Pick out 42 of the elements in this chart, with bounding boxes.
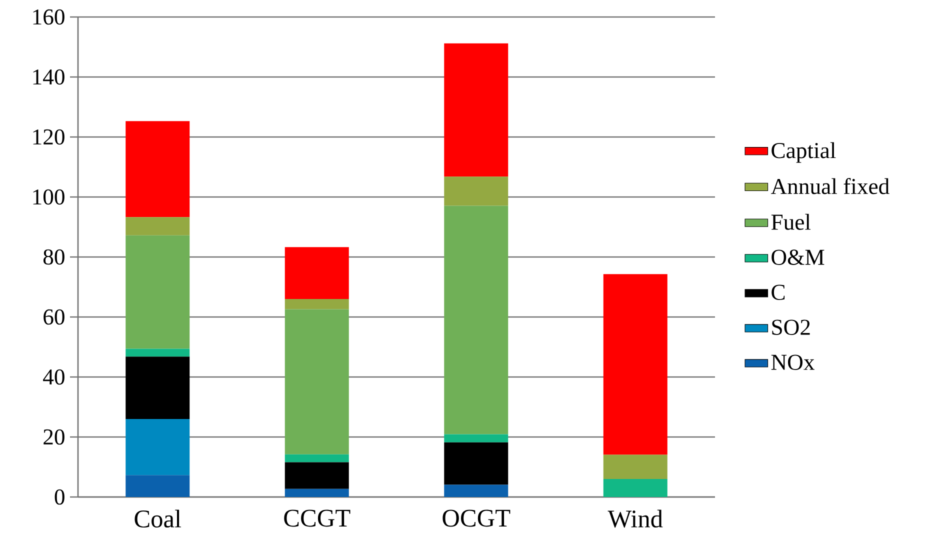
bar [126,419,190,476]
y-tick-label: 60 [44,309,64,325]
x-tick-label: Coal [134,510,182,528]
bar [444,434,508,442]
legend-label: Captial [772,142,836,163]
bar [444,442,508,485]
y-tick-label: 160 [33,9,64,25]
bar [603,479,668,497]
bar [126,235,190,349]
x-tick-label: Wind [608,510,663,528]
legend-label: O&M [772,250,824,265]
bar [126,217,190,236]
bar [126,348,190,357]
bar [444,484,508,497]
x-tick-label: OCGT [442,510,510,527]
y-tick-label: 40 [43,369,64,385]
bar [444,176,508,206]
bar [603,454,668,479]
bar [284,462,349,489]
y-tick-label: 140 [33,69,64,85]
bar [284,247,349,299]
bar [444,43,508,177]
legend-label: NOx [771,354,815,370]
y-tick-label: 120 [33,129,64,145]
legend-label: C [772,284,785,300]
bar [126,356,190,419]
bar [126,475,190,497]
bar [603,274,668,455]
x-tick-label: CCGT [284,510,350,527]
bar [284,488,349,497]
legend-label: Annual fixed [770,178,890,194]
bar [284,454,349,462]
bar [126,121,190,218]
y-tick-label: 80 [43,249,64,265]
bar [284,299,349,310]
bar [444,206,508,434]
y-tick-label: 0 [54,489,64,505]
bar [284,309,349,454]
y-tick-label: 20 [44,429,64,445]
y-tick-label: 100 [33,189,64,205]
legend-label: SO2 [772,320,810,335]
legend-label: Fuel [771,214,811,230]
